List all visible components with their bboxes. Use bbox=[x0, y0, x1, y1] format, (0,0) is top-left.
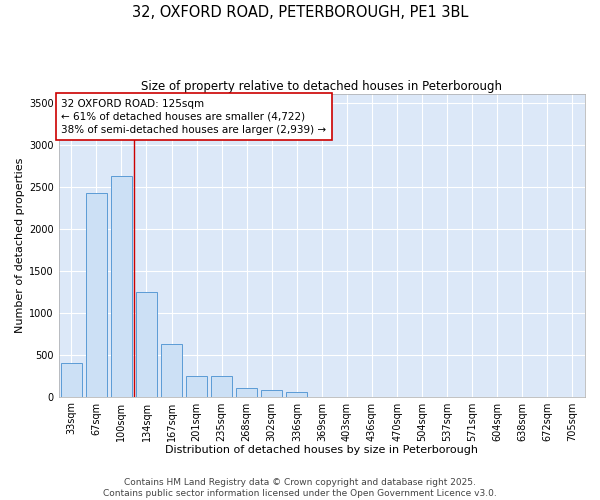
Bar bbox=[161, 344, 182, 397]
Text: 32 OXFORD ROAD: 125sqm
← 61% of detached houses are smaller (4,722)
38% of semi-: 32 OXFORD ROAD: 125sqm ← 61% of detached… bbox=[61, 98, 326, 135]
Bar bbox=[261, 390, 283, 396]
Bar bbox=[186, 376, 207, 396]
Title: Size of property relative to detached houses in Peterborough: Size of property relative to detached ho… bbox=[142, 80, 502, 93]
Bar bbox=[136, 292, 157, 397]
X-axis label: Distribution of detached houses by size in Peterborough: Distribution of detached houses by size … bbox=[166, 445, 478, 455]
Bar bbox=[286, 392, 307, 396]
Bar bbox=[111, 176, 132, 396]
Bar bbox=[86, 194, 107, 396]
Bar bbox=[236, 388, 257, 396]
Text: 32, OXFORD ROAD, PETERBOROUGH, PE1 3BL: 32, OXFORD ROAD, PETERBOROUGH, PE1 3BL bbox=[132, 5, 468, 20]
Bar bbox=[61, 363, 82, 396]
Bar bbox=[211, 376, 232, 396]
Text: Contains HM Land Registry data © Crown copyright and database right 2025.
Contai: Contains HM Land Registry data © Crown c… bbox=[103, 478, 497, 498]
Y-axis label: Number of detached properties: Number of detached properties bbox=[15, 158, 25, 333]
